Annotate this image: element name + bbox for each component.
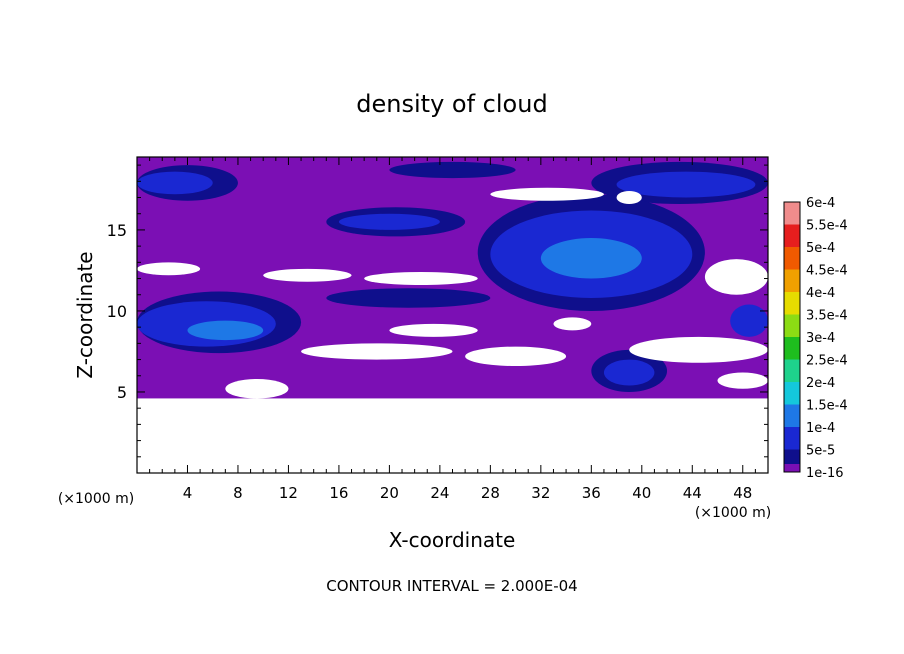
colorbar-frame [783, 201, 801, 473]
clear-air-gap [629, 336, 768, 363]
cloud-region [187, 320, 264, 341]
colorbar-label: 3e-4 [806, 331, 835, 346]
x-tick-label: 36 [582, 484, 601, 502]
colorbar-label: 2e-4 [806, 376, 835, 391]
x-tick-label: 40 [632, 484, 651, 502]
colorbar-swatch [784, 404, 800, 427]
clear-air-gap [137, 262, 201, 276]
x-tick-label: 16 [329, 484, 348, 502]
y-axis-ticks: 5 10 15 [107, 164, 768, 458]
x-tick-label: 12 [279, 484, 298, 502]
cloud-region [326, 288, 491, 308]
x-tick-label: 44 [683, 484, 702, 502]
clear-air-gap [704, 259, 768, 295]
cloud-region [540, 238, 642, 279]
contour-interval-footer: CONTOUR INTERVAL = 2.000E-04 [326, 577, 577, 595]
colorbar-swatch [784, 427, 800, 450]
y-axis-label: Z-coordinate [73, 251, 97, 378]
x-tick-label: 4 [183, 484, 193, 502]
colorbar-swatch-base [784, 464, 800, 472]
colorbar-swatch [784, 382, 800, 405]
clear-air-gap [553, 317, 592, 331]
x-tick-label: 28 [481, 484, 500, 502]
x-axis-ticks: 4 8 12 16 20 24 28 32 36 40 44 48 [149, 157, 756, 502]
colorbar-label: 5.5e-4 [806, 219, 848, 234]
cloud-region [603, 359, 655, 386]
x-tick-label: 48 [733, 484, 752, 502]
colorbar-swatch [784, 337, 800, 360]
y-tick-label: 15 [107, 221, 127, 240]
colorbar-label: 3.5e-4 [806, 309, 848, 324]
colorbar-swatch [784, 292, 800, 315]
clear-air-gap [717, 372, 768, 389]
clear-air-gap [616, 191, 642, 204]
x-tick-label: 20 [380, 484, 399, 502]
plot-area [137, 157, 768, 473]
clear-air-gap [301, 343, 453, 360]
colorbar-swatch [784, 247, 800, 270]
x-axis-label: X-coordinate [389, 528, 516, 552]
colorbar-label: 1.5e-4 [806, 399, 848, 414]
colorbar-label: 1e-16 [806, 466, 844, 481]
colorbar-swatch [784, 359, 800, 382]
colorbar: 1e-16 5e-5 1e-4 1.5e-4 2e-4 2.5e-4 3e-4 3.5e-4 4… [783, 196, 848, 481]
clear-air-gap [389, 323, 478, 337]
y-tick-label: 10 [107, 302, 127, 321]
cloud-region [389, 161, 516, 179]
clear-air-gap [490, 187, 604, 201]
clear-air-gap [364, 272, 478, 286]
cloud-region [616, 171, 756, 198]
colorbar-swatch [784, 202, 800, 225]
colorbar-label: 4.5e-4 [806, 264, 848, 279]
colorbar-swatch [784, 224, 800, 247]
colorbar-label: 2.5e-4 [806, 354, 848, 369]
colorbar-label: 4e-4 [806, 286, 835, 301]
clear-air-gap [225, 379, 289, 399]
colorbar-swatch [784, 314, 800, 337]
colorbar-label: 1e-4 [806, 421, 835, 436]
x-tick-label: 32 [531, 484, 550, 502]
colorbar-label: 5e-5 [806, 444, 835, 459]
chart-title: density of cloud [356, 90, 547, 118]
y-tick-label: 5 [117, 383, 127, 402]
clear-air-gap [263, 268, 352, 282]
colorbar-label: 5e-4 [806, 241, 835, 256]
y-unit-label: (×1000 m) [58, 491, 134, 507]
clear-air-gap [465, 346, 567, 367]
x-unit-label: (×1000 m) [695, 505, 771, 521]
x-tick-label: 24 [430, 484, 449, 502]
colorbar-swatch [784, 269, 800, 292]
cloud-region [137, 171, 213, 195]
clear-air-gap [137, 398, 768, 473]
cloud-region [338, 213, 440, 230]
cloud-region [730, 304, 768, 337]
colorbar-label: 6e-4 [806, 196, 835, 211]
x-tick-label: 8 [233, 484, 243, 502]
